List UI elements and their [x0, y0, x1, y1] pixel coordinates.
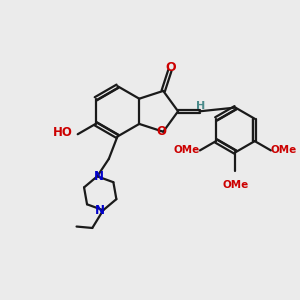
Text: OMe: OMe: [174, 146, 200, 155]
Text: O: O: [156, 125, 166, 138]
Text: OMe: OMe: [222, 179, 248, 190]
Text: N: N: [95, 204, 105, 217]
Text: N: N: [94, 170, 104, 183]
Text: HO: HO: [53, 126, 73, 139]
Text: OMe: OMe: [271, 146, 297, 155]
Text: H: H: [196, 101, 206, 111]
Text: O: O: [165, 61, 176, 74]
